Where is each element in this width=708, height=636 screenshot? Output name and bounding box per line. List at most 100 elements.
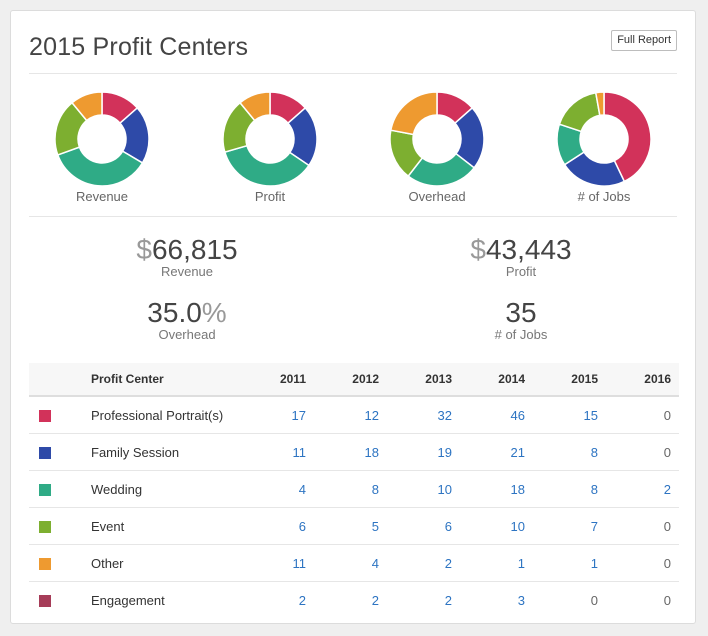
- count-2014[interactable]: 18: [460, 470, 533, 508]
- count-2014[interactable]: 46: [460, 396, 533, 434]
- count-2014[interactable]: 21: [460, 433, 533, 471]
- divider: [29, 73, 677, 74]
- donut-label-overhead: Overhead: [408, 189, 466, 204]
- count-2014[interactable]: 1: [460, 544, 533, 582]
- stat-overhead: 35.0% Overhead: [67, 298, 307, 342]
- percent-symbol: %: [201, 297, 227, 328]
- color-swatch-event: [39, 521, 51, 534]
- count-2015: 0: [590, 592, 598, 608]
- color-swatch-engagement: [39, 595, 51, 608]
- donut-slice-other[interactable]: [594, 91, 605, 117]
- currency-symbol: $: [470, 234, 486, 265]
- count-2013[interactable]: 32: [387, 396, 460, 434]
- count-2015[interactable]: 8: [533, 470, 606, 508]
- count-2012[interactable]: 4: [314, 544, 387, 582]
- swatch-cell: [29, 433, 87, 471]
- count-2011[interactable]: 11: [241, 544, 314, 582]
- profit-centers-card: 2015 Profit Centers Full Report Revenue …: [10, 10, 696, 624]
- count-2011[interactable]: 6: [241, 507, 314, 545]
- table-row: Wedding 4 8 10 18 8 2: [29, 470, 679, 508]
- donut-slice-other[interactable]: [238, 91, 271, 122]
- count-2014[interactable]: 3: [517, 592, 525, 608]
- color-swatch-other: [39, 558, 51, 571]
- donut-slice-wedding[interactable]: [56, 146, 144, 187]
- count-2011[interactable]: 11: [241, 433, 314, 471]
- donut-chart-jobs: [556, 91, 652, 187]
- table-row: Professional Portrait(s) 17 12 32 46 15 0: [29, 396, 679, 434]
- donut-chart-profit: [222, 91, 318, 187]
- profit-center-name: Other: [87, 544, 241, 582]
- donut-profit: Profit: [210, 91, 330, 204]
- count-2014[interactable]: 10: [460, 507, 533, 545]
- table-row: Family Session 11 18 19 21 8 0: [29, 433, 679, 471]
- donut-jobs: # of Jobs: [544, 91, 664, 204]
- count-2015[interactable]: 15: [533, 396, 606, 434]
- jobs-value: 35: [505, 297, 537, 328]
- count-2015[interactable]: 7: [533, 507, 606, 545]
- swatch-cell: [29, 507, 87, 545]
- col-header-2013: 2013: [387, 363, 460, 397]
- count-2016: 0: [606, 507, 679, 545]
- donut-overhead: Overhead: [377, 91, 497, 204]
- profit-center-name: Wedding: [87, 470, 241, 508]
- col-header-2011: 2011: [241, 363, 314, 397]
- col-header-2012: 2012: [314, 363, 387, 397]
- count-2011[interactable]: 4: [241, 470, 314, 508]
- full-report-button[interactable]: Full Report: [611, 30, 677, 51]
- swatch-cell: [29, 582, 87, 619]
- stat-jobs: 35 # of Jobs: [401, 298, 641, 342]
- color-swatch-family-session: [39, 447, 51, 460]
- color-swatch-professional-portrait-s: [39, 410, 51, 423]
- col-header-2016: 2016: [606, 363, 679, 397]
- overhead-value: 35.0: [147, 297, 202, 328]
- count-2013[interactable]: 2: [444, 592, 452, 608]
- overhead-label: Overhead: [158, 327, 216, 342]
- count-2015[interactable]: 8: [533, 433, 606, 471]
- profit-center-table: Profit Center 2011 2012 2013 2014 2015 2…: [29, 363, 679, 618]
- count-2012[interactable]: 2: [371, 592, 379, 608]
- donut-slice-professional-portrait-s[interactable]: [603, 91, 652, 183]
- divider: [29, 216, 677, 217]
- count-2012[interactable]: 8: [314, 470, 387, 508]
- donut-revenue: Revenue: [42, 91, 162, 204]
- donut-slice-other[interactable]: [70, 91, 103, 122]
- count-2015[interactable]: 1: [533, 544, 606, 582]
- stat-revenue: $66,815 Revenue: [67, 235, 307, 279]
- count-2013[interactable]: 6: [387, 507, 460, 545]
- table-row: Other 11 4 2 1 1 0: [29, 544, 679, 582]
- donut-slice-event[interactable]: [558, 91, 601, 133]
- count-2011[interactable]: 2: [298, 592, 306, 608]
- count-2011[interactable]: 17: [241, 396, 314, 434]
- count-2013[interactable]: 10: [387, 470, 460, 508]
- col-header-profit-center: Profit Center: [87, 363, 241, 397]
- profit-center-name: Event: [87, 507, 241, 545]
- count-2013[interactable]: 19: [387, 433, 460, 471]
- donut-label-revenue: Revenue: [75, 189, 129, 204]
- count-2012[interactable]: 5: [314, 507, 387, 545]
- revenue-label: Revenue: [160, 264, 214, 279]
- jobs-label: # of Jobs: [494, 327, 548, 342]
- count-2016: 0: [663, 592, 671, 608]
- donut-label-profit: Profit: [254, 189, 286, 204]
- count-2013[interactable]: 2: [387, 544, 460, 582]
- count-2012[interactable]: 18: [314, 433, 387, 471]
- color-swatch-wedding: [39, 484, 51, 497]
- table-header-row: Profit Center 2011 2012 2013 2014 2015 2…: [29, 363, 679, 397]
- profit-center-name: Professional Portrait(s): [87, 396, 241, 434]
- count-2016: 0: [606, 544, 679, 582]
- swatch-cell: [29, 544, 87, 582]
- swatch-cell: [29, 470, 87, 508]
- table-row: Engagement 2 2 2 3 0 0: [29, 582, 679, 619]
- donut-slice-wedding[interactable]: [223, 144, 310, 187]
- count-2016: 0: [606, 433, 679, 471]
- revenue-value: 66,815: [151, 234, 238, 265]
- currency-symbol: $: [136, 234, 152, 265]
- profit-label: Profit: [505, 264, 537, 279]
- col-header-2015: 2015: [533, 363, 606, 397]
- donut-slice-other[interactable]: [389, 91, 438, 136]
- profit-center-name: Family Session: [87, 433, 241, 471]
- count-2016[interactable]: 2: [606, 470, 679, 508]
- count-2012[interactable]: 12: [314, 396, 387, 434]
- profit-value: 43,443: [485, 234, 572, 265]
- swatch-cell: [29, 396, 87, 434]
